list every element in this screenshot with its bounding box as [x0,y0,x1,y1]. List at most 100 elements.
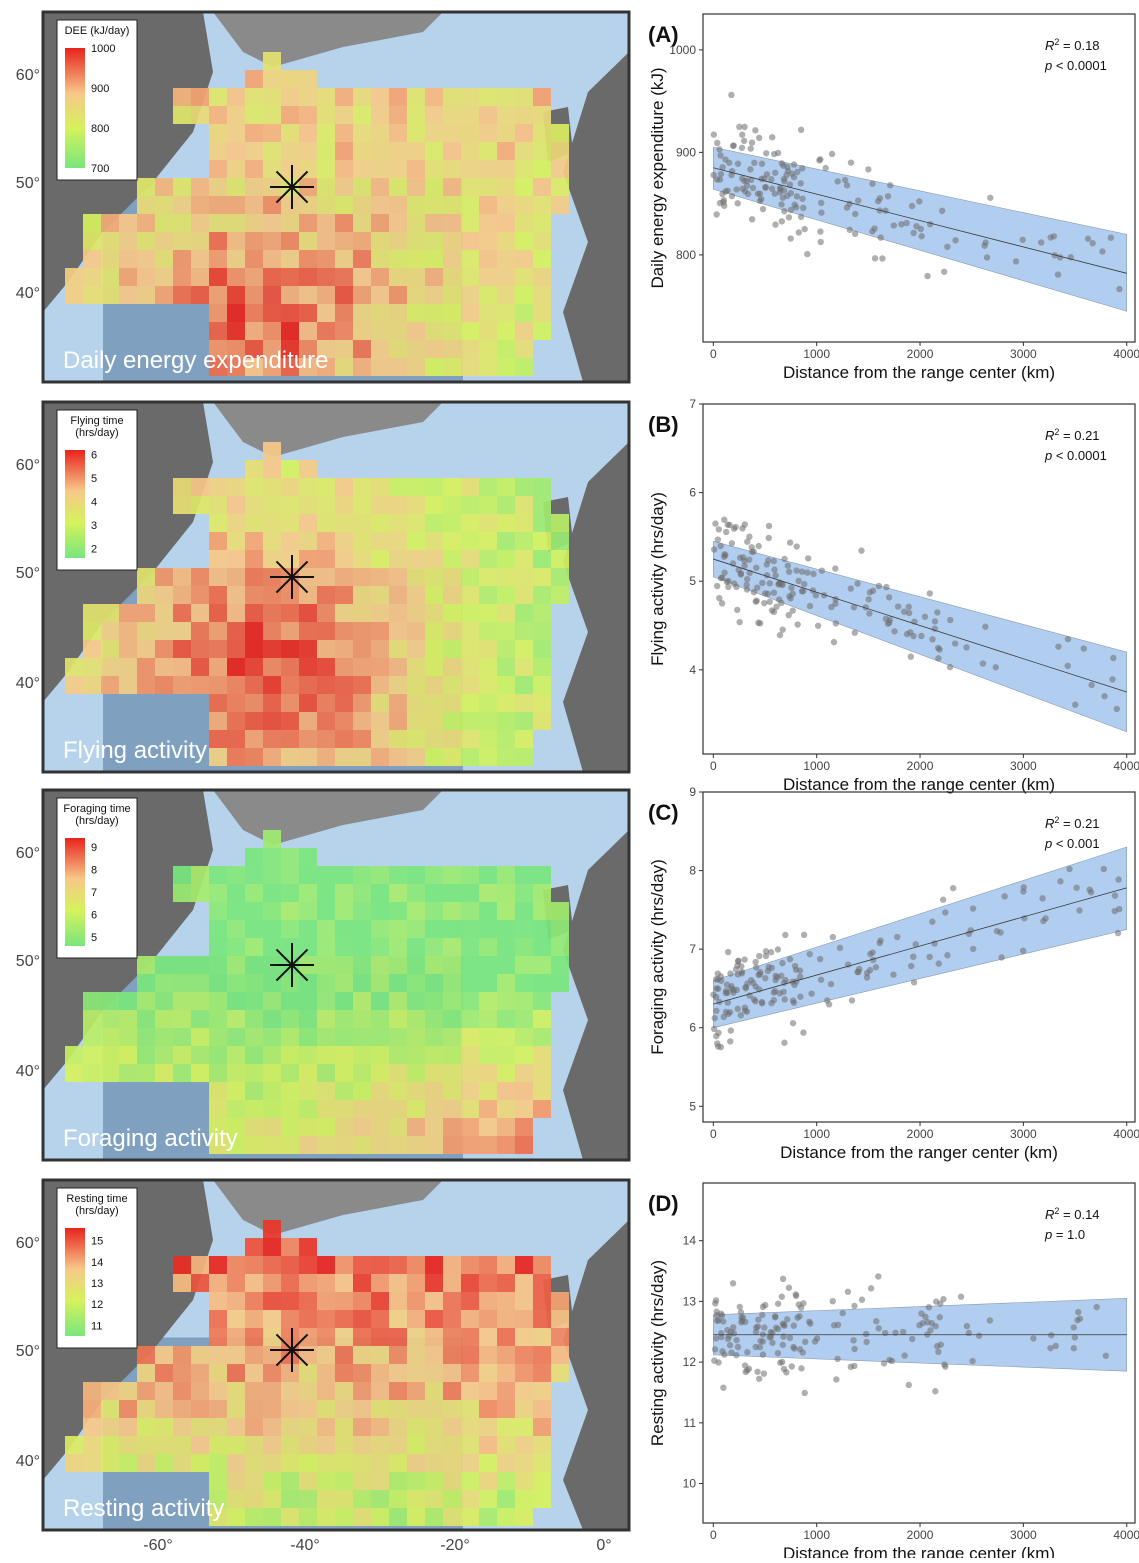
grid-cell [353,214,371,232]
grid-cell [479,1310,497,1328]
grid-cell [281,1082,299,1100]
grid-cell [461,178,479,196]
grid-cell [479,1064,497,1082]
grid-cell [155,1382,173,1400]
grid-cell [533,142,551,160]
grid-cell [317,730,335,748]
grid-cell [389,1310,407,1328]
scatter-point [770,589,778,596]
y-tick-label: 6 [689,486,696,500]
grid-cell [515,604,533,622]
scatter-point [710,131,718,138]
grid-cell [227,1328,245,1346]
grid-cell [263,748,281,766]
grid-cell [317,550,335,568]
scatter-point [926,953,933,961]
grid-cell [173,1256,191,1274]
grid-cell [335,1028,353,1046]
scatter-point [769,1339,776,1346]
grid-cell [209,1010,227,1028]
grid-cell [101,250,119,268]
grid-cell [227,1400,245,1418]
grid-cell [263,532,281,550]
scatter-point [799,165,806,172]
grid-cell [461,268,479,286]
scatter-point [935,655,942,662]
grid-cell [263,1418,281,1436]
scatter-point [776,184,784,192]
grid-cell [443,268,461,286]
grid-cell [425,658,443,676]
grid-cell [497,1436,515,1454]
grid-cell [407,1346,425,1364]
scatter-point [752,127,759,134]
grid-cell [407,160,425,178]
grid-cell [497,124,515,142]
scatter-point [844,961,852,968]
grid-cell [137,232,155,250]
grid-cell [119,658,137,676]
grid-cell [281,358,299,376]
grid-cell [317,1490,335,1508]
grid-cell [497,1010,515,1028]
grid-cell [83,1436,101,1454]
scatter-point [1012,258,1020,265]
grid-cell [263,1082,281,1100]
grid-cell [281,848,299,866]
grid-cell [209,1346,227,1364]
grid-cell [137,286,155,304]
scatter-point [899,1328,907,1336]
grid-cell [371,340,389,358]
grid-cell [443,340,461,358]
grid-cell [191,604,209,622]
legend-title: Flying time [70,415,123,427]
grid-cell [299,340,317,358]
scatter-point [825,1001,833,1008]
grid-cell [479,178,497,196]
scatter-point [829,1297,836,1305]
grid-cell [425,920,443,938]
grid-cell [371,286,389,304]
scatter-point [729,142,737,149]
scatter-point [910,953,917,960]
grid-cell [137,1382,155,1400]
grid-cell [371,178,389,196]
scatter-point [983,254,991,261]
grid-cell [479,1292,497,1310]
grid-cell [407,1292,425,1310]
scatter-point [778,201,785,208]
grid-cell [533,1274,551,1292]
grid-cell [155,214,173,232]
grid-cell [245,956,263,974]
grid-cell [245,250,263,268]
grid-cell [227,604,245,622]
grid-cell [353,232,371,250]
grid-cell [227,956,245,974]
grid-cell [263,1346,281,1364]
grid-cell [353,1010,371,1028]
scatter-point [1099,248,1106,255]
grid-cell [497,1274,515,1292]
grid-cell [497,676,515,694]
grid-cell [281,974,299,992]
grid-cell [119,1436,137,1454]
grid-cell [443,532,461,550]
grid-cell [173,884,191,902]
legend-colorbar [65,450,85,558]
grid-cell [425,586,443,604]
grid-cell [227,1256,245,1274]
grid-cell [263,974,281,992]
grid-cell [281,1490,299,1508]
grid-cell [317,88,335,106]
grid-cell [101,1454,119,1472]
grid-cell [209,532,227,550]
grid-cell [407,268,425,286]
grid-cell [227,974,245,992]
grid-cell [281,1364,299,1382]
grid-cell [263,938,281,956]
grid-cell [335,196,353,214]
grid-cell [137,1010,155,1028]
grid-cell [101,676,119,694]
grid-cell [281,1274,299,1292]
